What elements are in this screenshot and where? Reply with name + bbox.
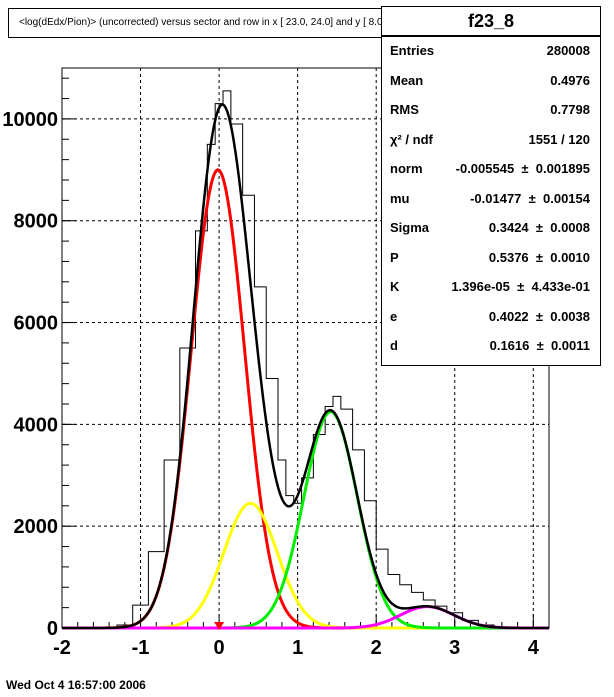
- datestamp: Wed Oct 4 16:57:00 2006: [6, 678, 146, 692]
- x-tick-label: -1: [132, 637, 150, 659]
- mean-marker-icon: [214, 622, 225, 630]
- stat-label: e: [390, 308, 398, 324]
- x-tick-label: 3: [449, 637, 460, 659]
- stat-label: Entries: [390, 43, 435, 58]
- stat-value: 0.4976: [550, 72, 590, 88]
- stat-label: K: [390, 279, 400, 294]
- stat-label: mu: [390, 190, 410, 206]
- y-tick-label: 10000: [2, 109, 58, 131]
- x-tick-label: 4: [528, 637, 540, 659]
- stat-value: 0.3424 ± 0.0008: [488, 220, 590, 235]
- y-tick-label: 8000: [14, 211, 59, 233]
- stats-box: Entries 280008 Mean 0.4976 RMS 0.7798 χ² / ndf…: [381, 36, 601, 366]
- y-tick-label: 0: [47, 618, 58, 640]
- stat-value: 0.4022 ± 0.0038: [488, 308, 590, 324]
- histogram-name: f23_8: [467, 11, 515, 31]
- stat-value: -0.005545 ± 0.001895: [455, 161, 590, 176]
- stat-row: norm -0.005545 ± 0.001895: [382, 157, 600, 183]
- y-tick-label: 4000: [14, 414, 59, 436]
- stat-label: norm: [390, 161, 423, 176]
- stat-value: 280008: [546, 43, 590, 58]
- histogram-name-box: f23_8: [381, 6, 601, 36]
- stat-value: 0.7798: [550, 102, 590, 117]
- stat-value: 0.1616 ± 0.0011: [489, 338, 590, 353]
- stat-label: RMS: [390, 102, 419, 117]
- stat-label: d: [390, 338, 398, 353]
- stat-value: 1.396e-05 ± 4.433e-01: [451, 279, 590, 294]
- y-tick-label: 2000: [14, 516, 59, 538]
- x-tick-label: 2: [371, 637, 382, 659]
- fit-series-line: [62, 410, 549, 630]
- stat-row: Sigma 0.3424 ± 0.0008: [382, 216, 600, 242]
- y-tick-label: 6000: [14, 313, 59, 335]
- chart-title-box: <log(dEdx/Pion)> (uncorrected) versus se…: [8, 8, 454, 38]
- stat-value: -0.01477 ± 0.00154: [470, 190, 590, 206]
- stat-value: 1551 / 120: [528, 131, 590, 147]
- stat-label: Mean: [390, 72, 424, 88]
- stat-value: 0.5376 ± 0.0010: [488, 249, 590, 265]
- x-tick-label: -2: [53, 637, 71, 659]
- stat-row: χ² / ndf 1551 / 120: [382, 128, 600, 154]
- stat-row: Mean 0.4976: [382, 69, 600, 95]
- stat-row: d 0.1616 ± 0.0011: [382, 334, 600, 360]
- stat-label: P: [390, 249, 399, 265]
- stat-row: mu -0.01477 ± 0.00154: [382, 187, 600, 213]
- stat-row: Entries 280008: [382, 39, 600, 65]
- stat-label: χ² / ndf: [390, 131, 433, 147]
- fit-series-line: [62, 103, 549, 630]
- fit-series-line: [62, 501, 549, 630]
- stat-row: P 0.5376 ± 0.0010: [382, 246, 600, 272]
- stat-row: K 1.396e-05 ± 4.433e-01: [382, 275, 600, 301]
- stat-label: Sigma: [390, 220, 430, 235]
- x-tick-label: 0: [214, 637, 225, 659]
- stat-row: e 0.4022 ± 0.0038: [382, 305, 600, 331]
- chart-title: <log(dEdx/Pion)> (uncorrected) versus se…: [19, 17, 434, 28]
- stat-row: RMS 0.7798: [382, 98, 600, 124]
- x-tick-label: 1: [292, 637, 303, 659]
